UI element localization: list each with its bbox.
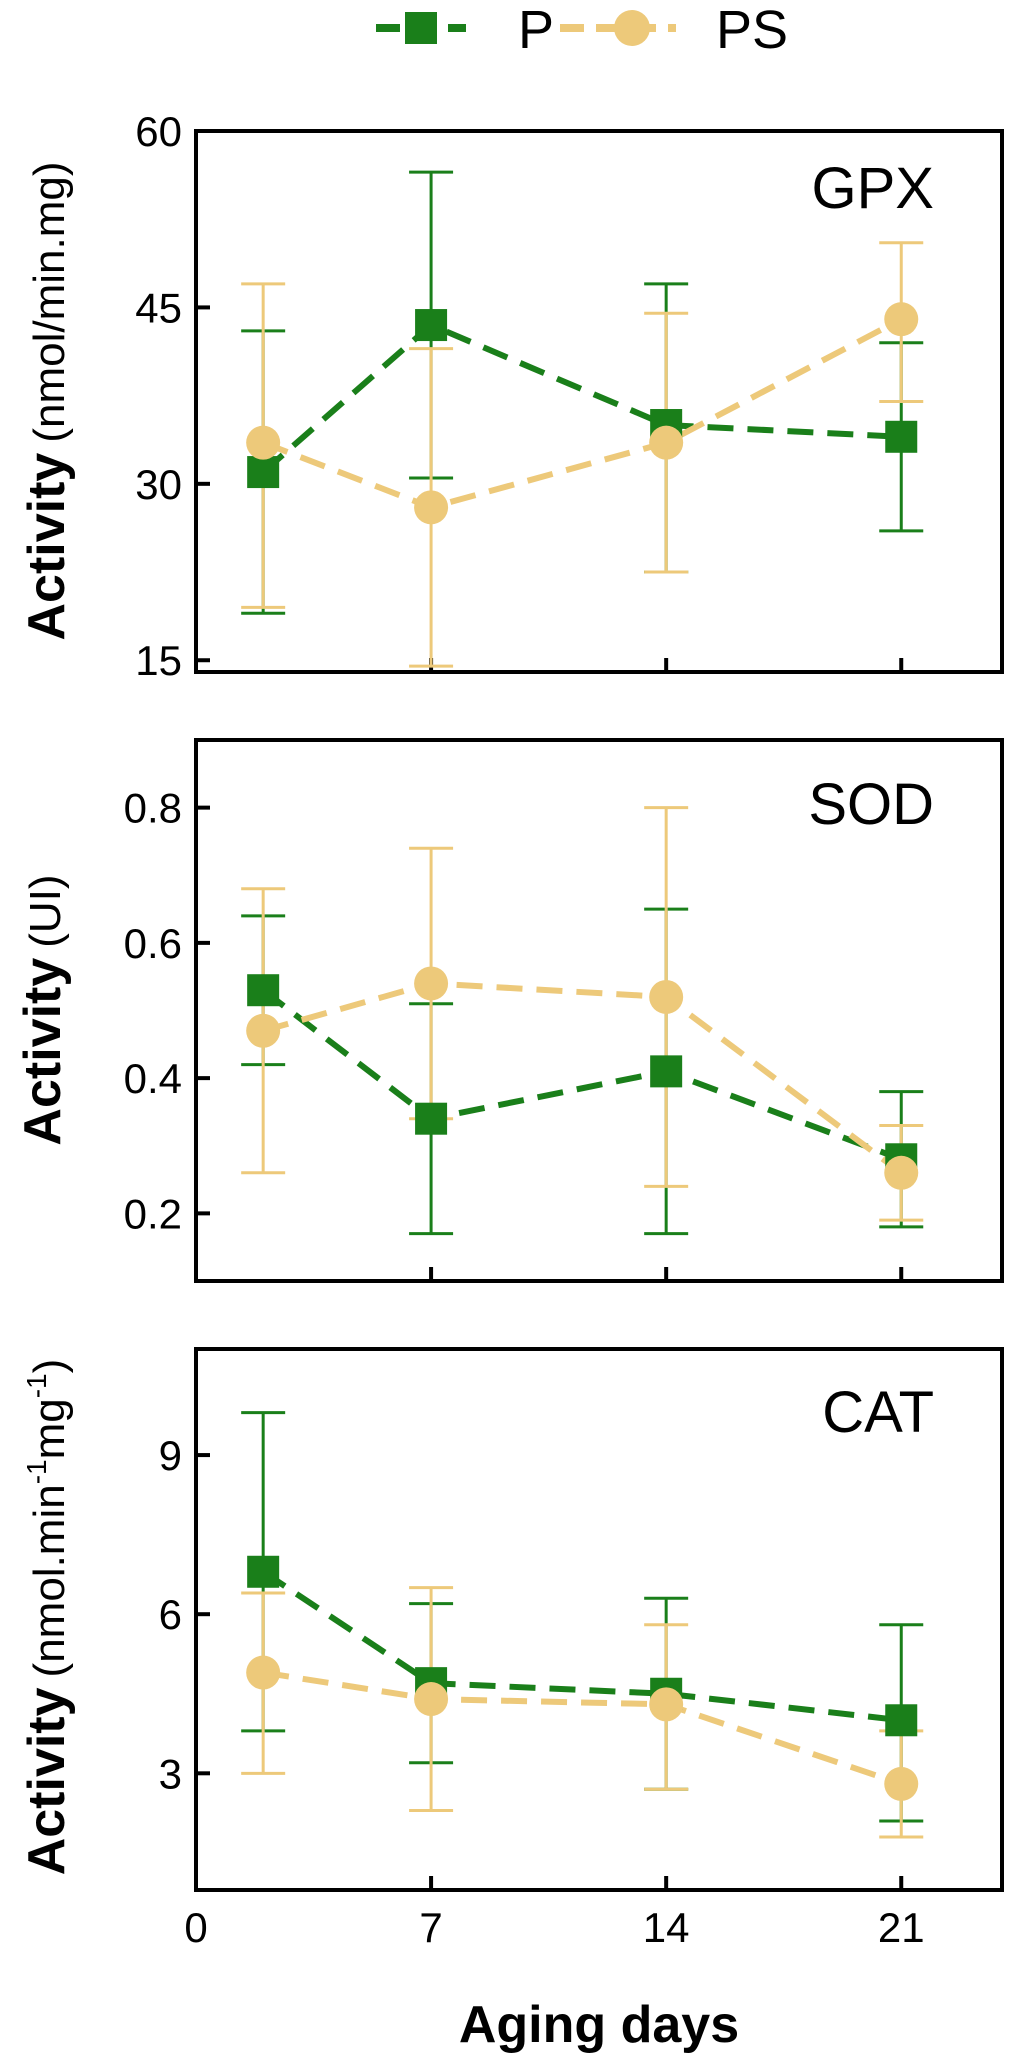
legend-ps-label: PS [716,0,788,60]
panel-gpx: GPX Activity (nmol/min.mg) 15 30 45 60 [18,108,1004,684]
panel-sod-ps-point [884,1155,919,1190]
panel-sod-ylabel: Activity (UI) [14,874,72,1145]
panel-gpx-ylabel: Activity (nmol/min.mg) [18,162,76,641]
panel-gpx-p-line [261,321,902,475]
legend-p-marker [405,12,437,44]
panel-gpx-ytick-label: 45 [135,284,182,331]
panel-cat-title: CAT [822,1380,934,1445]
panel-cat-frame [194,1347,1004,1892]
panel-gpx-ps-point [649,425,684,460]
legend-p-label: P [518,0,554,60]
panel-cat-p-point [885,1704,918,1737]
panel-gpx-ylabel-unit: (nmol/min.mg) [25,162,74,443]
panel-sod-yticks: 0.2 0.4 0.6 0.8 [124,785,210,1237]
panel-cat-xticks [429,1876,904,1890]
panel-sod-ytick-label: 0.8 [124,785,182,832]
panel-sod-title: SOD [808,772,934,837]
panel-sod-p-point [650,1055,683,1088]
panel-cat-ytick-label: 9 [159,1432,182,1479]
panel-cat-ylabel-sup2: -1 [21,1373,52,1398]
panel-cat-ps-point [246,1655,281,1690]
panel-gpx-ps-point [414,490,449,525]
panel-cat-series [241,1411,924,1839]
panel-cat-ylabel-mid: mg [25,1398,74,1459]
panel-gpx-title: GPX [812,156,935,221]
panel-gpx-p-point [247,456,280,489]
panel-sod-series [241,806,924,1236]
panel-cat-xtick-label: 0 [184,1904,207,1951]
panel-gpx-ytick-label: 15 [135,637,182,684]
panel-gpx-ytick-label: 30 [135,461,182,508]
panel-sod-p-point [247,974,280,1007]
panel-cat-xticklabels: 0 7 14 21 [184,1904,924,1951]
panel-cat-ps-point [414,1682,449,1717]
panel-cat-ytick-label: 6 [159,1591,182,1638]
legend: P PS [376,0,788,60]
panel-sod-ylabel-unit: (UI) [21,874,70,947]
panel-gpx-xticks [429,658,904,672]
panel-sod-p-point [415,1102,448,1135]
panel-gpx-p-point [415,309,448,342]
panel-gpx-p-point [885,420,918,453]
panel-cat-ylabel-bold: Activity [18,1687,76,1875]
panel-cat: CAT Activity(nmol.min-1mg-1) 369 0 7 14 21 [18,1347,1004,1951]
panel-cat-xtick-label: 14 [643,1904,690,1951]
panel-sod-xticks [429,1267,904,1281]
panel-sod-ytick-label: 0.4 [124,1055,182,1102]
panel-sod-ps-point [246,1013,281,1048]
panel-gpx-yticks: 15 30 45 60 [135,108,210,684]
panel-cat-ylabel-sup1: -1 [21,1459,52,1484]
panel-cat-p-line [261,1569,902,1724]
panel-gpx-frame [194,129,1004,674]
x-axis-title: Aging days [459,1996,739,2054]
panel-sod: SOD Activity (UI) 0.2 0.4 0.6 0.8 [14,738,1004,1283]
legend-ps-marker [614,10,650,46]
panel-gpx-ps-line [262,316,903,511]
panel-sod-ps-line [262,980,904,1176]
panel-sod-p-line [261,987,903,1163]
panel-sod-ps-point [649,979,684,1014]
panel-sod-ytick-label: 0.2 [124,1190,182,1237]
panel-cat-xtick-label: 21 [878,1904,925,1951]
panel-gpx-series [241,170,924,668]
panel-cat-ylabel-end: ) [25,1359,74,1374]
panel-cat-p-point [247,1555,280,1588]
panel-cat-ps-line [262,1669,903,1787]
panel-gpx-ytick-label: 60 [135,108,182,155]
panel-cat-ylabel: Activity(nmol.min-1mg-1) [18,1359,76,1876]
panel-gpx-ps-point [884,302,919,337]
panel-cat-yticks: 3 6 9 [159,1432,210,1797]
panel-cat-ps-point [649,1687,684,1722]
panel-sod-ylabel-bold: Activity [14,958,72,1146]
panel-cat-ps-point [884,1766,919,1801]
panel-sod-ps-point [414,966,449,1001]
panel-gpx-ylabel-bold: Activity [18,453,76,641]
panel-cat-xtick-label: 7 [419,1904,442,1951]
panel-sod-ytick-label: 0.6 [124,920,182,967]
panel-cat-ytick-label: 3 [159,1750,182,1797]
panel-cat-ylabel-unit: (nmol.min [25,1484,74,1677]
panel-gpx-ps-point [246,425,281,460]
panel-sod-frame [194,738,1004,1283]
